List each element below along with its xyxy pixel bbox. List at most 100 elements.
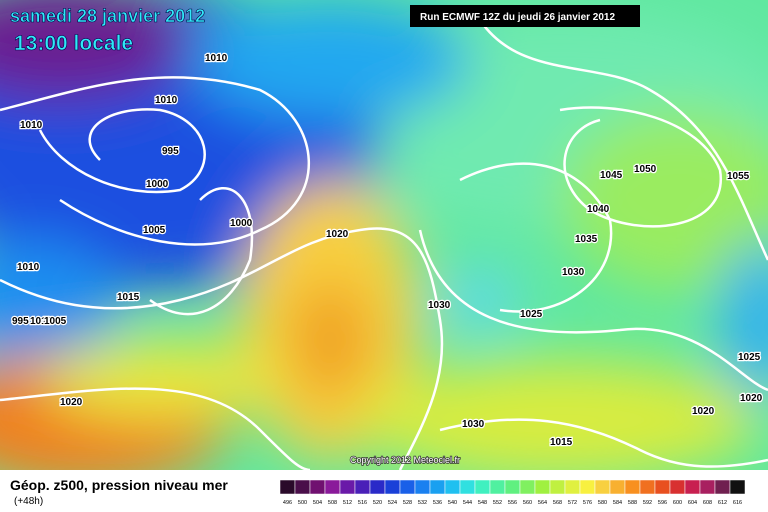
isobar-label: 1030 bbox=[428, 300, 451, 311]
scale-label: 556 bbox=[508, 500, 517, 506]
scale-label: 504 bbox=[313, 500, 322, 506]
isobar-label: 1030 bbox=[462, 419, 485, 430]
isobar-label: 1020 bbox=[60, 397, 83, 408]
isobar-label: 1020 bbox=[326, 229, 349, 240]
scale-label: 564 bbox=[538, 500, 547, 506]
scale-swatch bbox=[294, 479, 311, 495]
isobar-label: 995 bbox=[162, 146, 179, 157]
scale-label: 612 bbox=[718, 500, 727, 506]
scale-swatch bbox=[534, 479, 551, 495]
scale-label: 580 bbox=[598, 500, 607, 506]
scale-swatch bbox=[504, 479, 521, 495]
map-field: 1010101010109951000100510001020101010159… bbox=[0, 0, 768, 470]
scale-swatch bbox=[474, 479, 491, 495]
date: samedi 28 janvier 2012 bbox=[10, 6, 205, 26]
scale-swatch bbox=[309, 479, 326, 495]
isobar-label: 1030 bbox=[562, 267, 585, 278]
scale-label: 616 bbox=[733, 500, 742, 506]
isobars bbox=[0, 19, 768, 470]
scale-swatch bbox=[324, 479, 341, 495]
scale-swatch bbox=[729, 479, 746, 495]
lead-time: (+48h) bbox=[14, 496, 43, 507]
isobar-label: 995 bbox=[12, 316, 29, 327]
isobar-label: 1045 bbox=[600, 170, 623, 181]
scale-swatch bbox=[549, 479, 566, 495]
scale-swatch bbox=[339, 479, 356, 495]
scale-swatch bbox=[354, 479, 371, 495]
scale-label: 524 bbox=[388, 500, 397, 506]
scale-swatch bbox=[519, 479, 536, 495]
scale-swatch bbox=[429, 479, 446, 495]
scale-swatch bbox=[579, 479, 596, 495]
scale-label: 512 bbox=[343, 500, 352, 506]
scale-label: 496 bbox=[283, 500, 292, 506]
isobar-label: 1010 bbox=[30, 316, 53, 327]
scale-label: 568 bbox=[553, 500, 562, 506]
scale-swatch bbox=[399, 479, 416, 495]
isobar-label: 1005 bbox=[44, 316, 67, 327]
scale-swatch bbox=[714, 479, 731, 495]
time: 13:00 locale bbox=[14, 32, 133, 55]
scale-label: 576 bbox=[583, 500, 592, 506]
scale-label: 608 bbox=[703, 500, 712, 506]
scale-swatch bbox=[594, 479, 611, 495]
scale-label: 508 bbox=[328, 500, 337, 506]
scale-swatch bbox=[459, 479, 476, 495]
run: Run ECMWF 12Z du jeudi 26 janvier 2012 bbox=[420, 12, 615, 23]
isobar-label: 1000 bbox=[230, 218, 253, 229]
isobar-label: 1010 bbox=[20, 120, 43, 131]
scale-label: 584 bbox=[613, 500, 622, 506]
scale-label: 528 bbox=[403, 500, 412, 506]
scale-label: 516 bbox=[358, 500, 367, 506]
scale-label: 548 bbox=[478, 500, 487, 506]
isobar-label: 1010 bbox=[155, 95, 178, 106]
scale-label: 552 bbox=[493, 500, 502, 506]
isobar-label: 1035 bbox=[575, 234, 598, 245]
isobar-label: 1000 bbox=[146, 179, 169, 190]
scale-swatch bbox=[369, 479, 386, 495]
copyright: Copyright 2012 Meteociel.fr bbox=[350, 455, 460, 465]
isobar-label: 1015 bbox=[550, 437, 573, 448]
isobar-label: 1025 bbox=[520, 309, 543, 320]
scale-swatch bbox=[669, 479, 686, 495]
scale-swatch bbox=[699, 479, 716, 495]
scale-label: 572 bbox=[568, 500, 577, 506]
isobar-label: 1050 bbox=[634, 164, 657, 175]
scale-swatch bbox=[684, 479, 701, 495]
scale-label: 544 bbox=[463, 500, 472, 506]
scale-swatch bbox=[564, 479, 581, 495]
scale-swatch bbox=[279, 479, 296, 495]
scale-label: 536 bbox=[433, 500, 442, 506]
run-box bbox=[410, 5, 640, 27]
scale-label: 540 bbox=[448, 500, 457, 506]
isobar-label: 1025 bbox=[738, 352, 761, 363]
scale-label: 588 bbox=[628, 500, 637, 506]
scale-swatch bbox=[384, 479, 401, 495]
isobar-label: 1010 bbox=[17, 262, 40, 273]
scale-label: 500 bbox=[298, 500, 307, 506]
scale-swatch bbox=[609, 479, 626, 495]
scale-swatch bbox=[624, 479, 641, 495]
scale-label: 560 bbox=[523, 500, 532, 506]
scale-label: 600 bbox=[673, 500, 682, 506]
scale-label: 596 bbox=[658, 500, 667, 506]
isobar-labels: 1010101010109951000100510001020101010159… bbox=[11, 52, 764, 450]
scale-label: 532 bbox=[418, 500, 427, 506]
legend-title: Géop. z500, pression niveau mer bbox=[10, 477, 228, 493]
scale-swatch bbox=[654, 479, 671, 495]
scale-swatch bbox=[639, 479, 656, 495]
isobar-label: 1010 bbox=[205, 53, 228, 64]
color-scale: 496 500 504 508 512 516 520 524 528 532 536 540 544 5… bbox=[279, 479, 746, 506]
scale-swatch bbox=[414, 479, 431, 495]
scale-label: 520 bbox=[373, 500, 382, 506]
isobar-label: 1020 bbox=[692, 406, 715, 417]
isobar-label: 1040 bbox=[587, 204, 610, 215]
isobar-label: 1005 bbox=[143, 225, 166, 236]
scale-swatch bbox=[489, 479, 506, 495]
scale-label: 604 bbox=[688, 500, 697, 506]
isobar-label: 1055 bbox=[727, 171, 750, 182]
scale-label: 592 bbox=[643, 500, 652, 506]
scale-swatch bbox=[444, 479, 461, 495]
isobar-label: 1020 bbox=[740, 393, 763, 404]
